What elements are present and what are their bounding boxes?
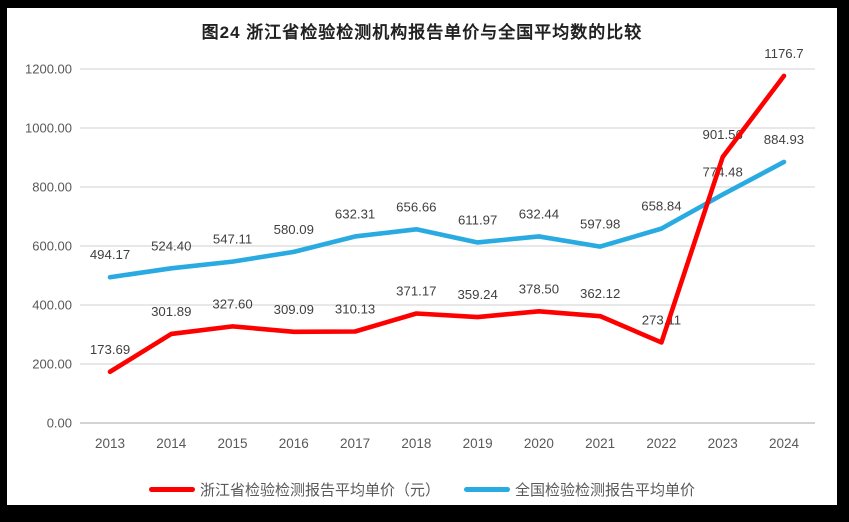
data-label: 362.12 bbox=[580, 286, 620, 301]
data-label: 378.50 bbox=[519, 281, 559, 296]
x-tick-label: 2024 bbox=[769, 436, 800, 451]
data-label: 494.17 bbox=[90, 247, 130, 262]
x-tick-label: 2018 bbox=[401, 436, 431, 451]
chart-canvas: 图24 浙江省检验检测机构报告单价与全国平均数的比较 1200.00 1000.0… bbox=[7, 8, 837, 505]
y-tick-label: 0.00 bbox=[47, 416, 72, 431]
legend-label: 全国检验检测报告平均单价 bbox=[515, 482, 696, 499]
series-line bbox=[107, 159, 787, 280]
x-tick-label: 2014 bbox=[156, 436, 187, 451]
data-label: 632.31 bbox=[335, 206, 375, 221]
data-label: 359.24 bbox=[457, 287, 497, 302]
data-label: 1176.7 bbox=[764, 46, 803, 61]
y-tick-label: 600.00 bbox=[32, 239, 72, 254]
data-label: 580.09 bbox=[274, 222, 314, 237]
x-tick-label: 2021 bbox=[585, 436, 615, 451]
data-label: 632.44 bbox=[519, 206, 559, 221]
data-label: 774.48 bbox=[703, 165, 743, 180]
y-tick-label: 200.00 bbox=[32, 357, 72, 372]
series-line bbox=[107, 73, 787, 375]
data-label: 301.89 bbox=[151, 304, 191, 319]
x-tick-label: 2015 bbox=[218, 436, 248, 451]
x-tick-label: 2020 bbox=[524, 436, 554, 451]
x-tick-label: 2013 bbox=[95, 436, 125, 451]
data-label: 884.93 bbox=[764, 132, 804, 147]
x-tick-label: 2017 bbox=[340, 436, 370, 451]
x-tick-label: 2019 bbox=[463, 436, 493, 451]
data-label: 611.97 bbox=[458, 212, 497, 227]
data-label: 273.11 bbox=[642, 312, 681, 327]
legend-item-0: 浙江省检验检测报告平均单价（元） bbox=[148, 479, 440, 500]
legend-item-1: 全国检验检测报告平均单价 bbox=[464, 479, 695, 500]
x-tick-label: 2016 bbox=[279, 436, 309, 451]
data-label: 547.11 bbox=[213, 232, 252, 247]
data-label: 327.60 bbox=[212, 296, 252, 311]
data-label: 173.69 bbox=[90, 342, 130, 357]
y-tick-label: 1000.00 bbox=[25, 121, 72, 136]
data-label: 524.40 bbox=[151, 238, 191, 253]
legend-line-swatch bbox=[464, 487, 510, 492]
legend-line-swatch bbox=[148, 487, 195, 492]
y-tick-label: 1200.00 bbox=[25, 62, 72, 77]
x-tick-label: 2022 bbox=[646, 436, 676, 451]
data-label: 901.56 bbox=[703, 127, 743, 142]
legend-label: 浙江省检验检测报告平均单价（元） bbox=[199, 482, 440, 499]
y-tick-label: 400.00 bbox=[32, 298, 72, 313]
chart-plot-area: 1200.00 1000.00 800.00 600.00 400.00 200.00 0.… bbox=[25, 46, 815, 451]
data-label: 656.66 bbox=[396, 199, 436, 214]
y-tick-label: 800.00 bbox=[32, 180, 72, 195]
chart-legend: 浙江省检验检测报告平均单价（元） 全国检验检测报告平均单价 bbox=[7, 479, 837, 500]
data-label: 310.13 bbox=[335, 302, 375, 317]
data-label: 597.98 bbox=[580, 217, 620, 232]
data-label: 371.17 bbox=[396, 284, 436, 299]
chart-title: 图24 浙江省检验检测机构报告单价与全国平均数的比较 bbox=[201, 23, 643, 42]
data-label: 309.09 bbox=[274, 302, 314, 317]
data-label: 658.84 bbox=[641, 199, 681, 214]
x-tick-label: 2023 bbox=[708, 436, 738, 451]
